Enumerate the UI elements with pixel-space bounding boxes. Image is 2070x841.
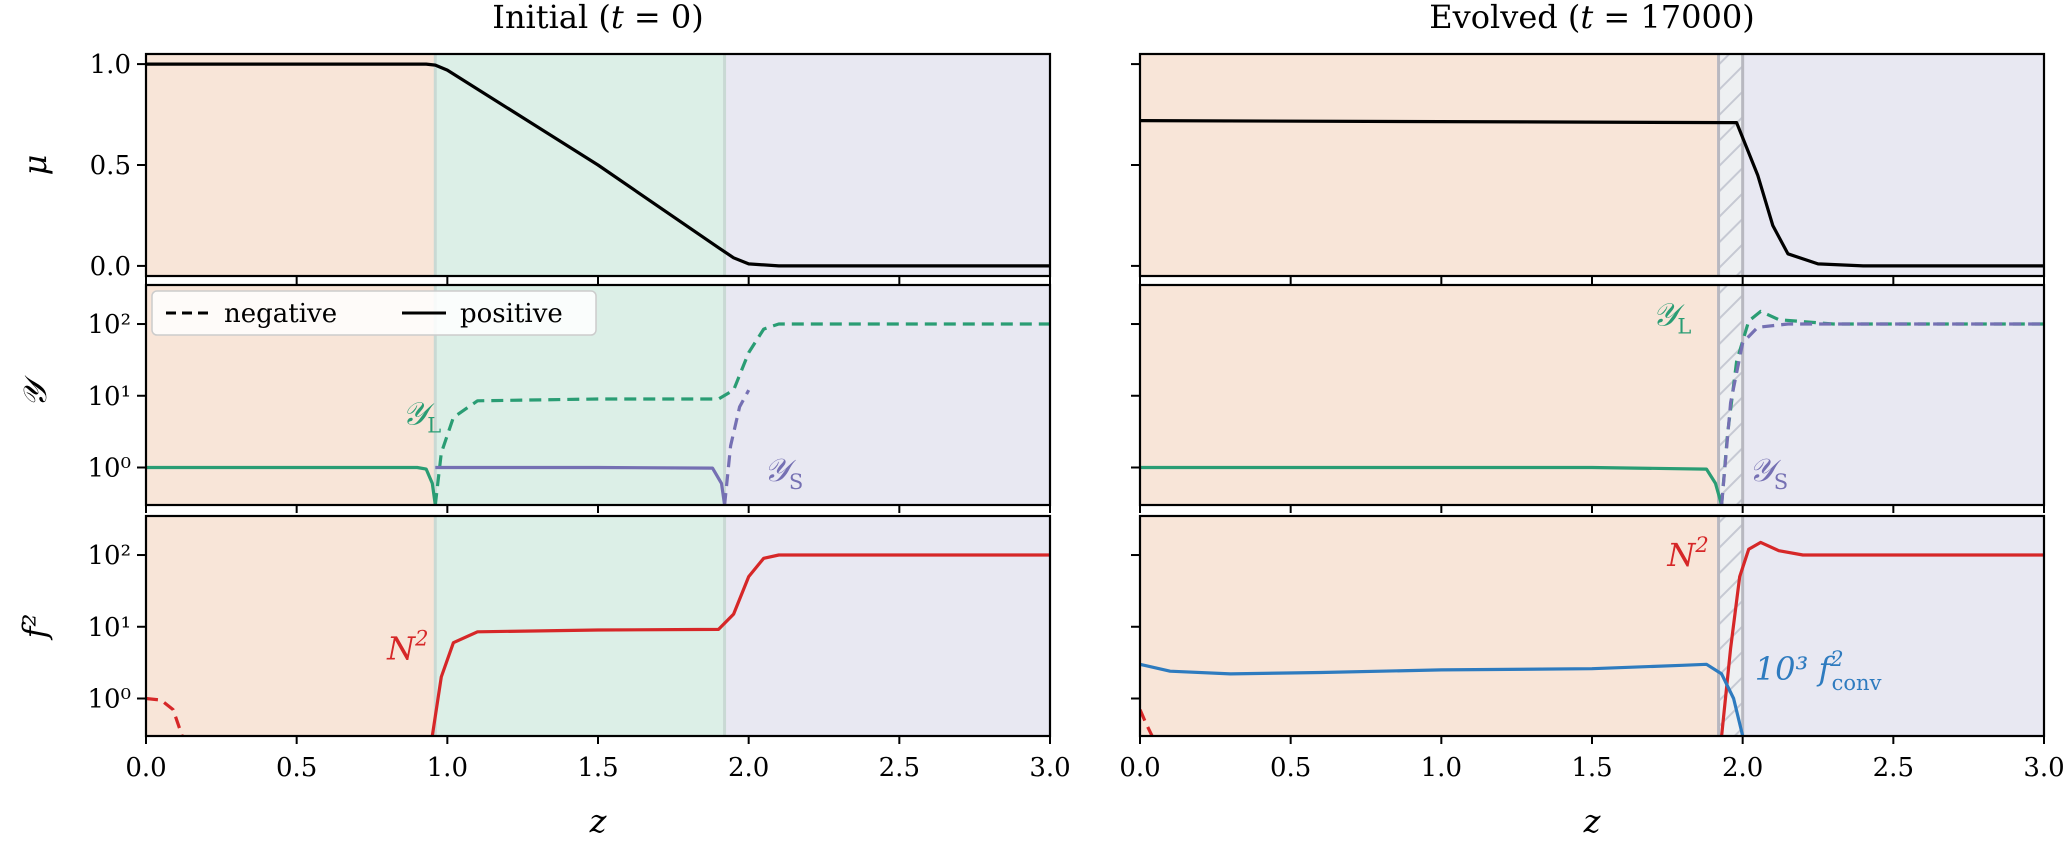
x-tick-label: 1.5 [1571, 753, 1612, 783]
series-line [435, 465, 727, 505]
series-line [430, 553, 1050, 736]
panel-0 [1131, 52, 2046, 284]
x-tick-label: 2.5 [1873, 753, 1914, 783]
legend-label: positive [460, 299, 563, 329]
x-tick-label: 0.5 [1270, 753, 1311, 783]
y-tick-label: 0.0 [90, 252, 131, 282]
series-line [723, 389, 751, 505]
series-line [146, 62, 1050, 268]
x-tick-label: 0.0 [1119, 753, 1160, 783]
x-tick-label: 0.0 [125, 753, 166, 783]
region-band [435, 54, 725, 276]
region-band [1718, 516, 1743, 736]
series-line [146, 696, 184, 736]
series-group [1140, 309, 2044, 505]
chart-title: Initial (t = 0) [492, 0, 703, 36]
region-band [724, 54, 1050, 276]
y-tick-label: 10² [87, 310, 131, 340]
region-band [1742, 54, 2044, 276]
region-band [724, 285, 1050, 505]
y-tick-label: 1.0 [90, 50, 131, 80]
y-tick-label: 10¹ [87, 613, 131, 643]
x-tick-label: 1.0 [1421, 753, 1462, 783]
x-tick-label: 2.5 [879, 753, 920, 783]
region-band [1718, 285, 1743, 505]
y-axis-label: μ [16, 155, 54, 176]
region-band [1718, 54, 1743, 276]
x-axis-label: z [1583, 802, 1602, 840]
legend-label: negative [224, 299, 337, 329]
y-tick-label: 10⁰ [87, 453, 131, 483]
legend: negative positive [151, 290, 597, 336]
y-axis-label: 𝒴 [16, 375, 54, 408]
region-band [1140, 516, 1719, 736]
series-group [1140, 119, 2044, 268]
x-tick-label: 1.0 [427, 753, 468, 783]
chart-title: Evolved (t = 17000) [1429, 0, 1754, 36]
series-annotation: 10³ f2 conv [1755, 647, 1882, 695]
series-line [1140, 708, 1154, 736]
series-line [1140, 465, 1724, 505]
x-tick-label: 2.0 [1722, 753, 1763, 783]
series-group [146, 553, 1050, 736]
region-band [146, 516, 436, 736]
region-band [1742, 516, 2044, 736]
panel-0: 0.0 0.5 1.0 μ [16, 50, 1052, 284]
series-line [1720, 540, 2044, 736]
x-tick-label: 3.0 [2023, 753, 2064, 783]
y-tick-label: 10² [87, 541, 131, 571]
series-annotation: N2 [1666, 533, 1708, 574]
x-axis-label: z [589, 802, 608, 840]
series-annotation: N2 [386, 626, 428, 667]
series-line [146, 465, 437, 505]
series-group [146, 322, 1050, 505]
x-tick-label: 3.0 [1029, 753, 1070, 783]
x-tick-label: 0.5 [276, 753, 317, 783]
panel-2: 10⁰ 10¹ 10² f² N2 0.0 0.5 1.0 1.5 2.0 2.5 3.0 [16, 514, 1071, 783]
series-line [1140, 662, 1745, 736]
x-tick-label: 1.5 [577, 753, 618, 783]
y-tick-label: 10⁰ [87, 684, 131, 714]
series-line [1720, 322, 2044, 505]
series-line [1140, 119, 2044, 268]
panel-2: N2 10³ f2 conv 0.0 0.5 1.0 1.5 2.0 2.5 3.0 [1119, 514, 2065, 783]
region-band [1140, 285, 1719, 505]
y-tick-label: 0.5 [90, 151, 131, 181]
region-band [146, 54, 436, 276]
region-band [435, 516, 725, 736]
series-line [433, 322, 1050, 505]
chart-initial: Initial (t = 0) 0.0 0.5 1.0 μ 10⁰ 10¹ 10² 𝒴negat… [16, 0, 1071, 840]
y-tick-label: 10¹ [87, 382, 131, 412]
x-tick-label: 2.0 [728, 753, 769, 783]
y-axis-label: f² [16, 614, 54, 641]
series-group [1140, 540, 2044, 736]
region-band [724, 516, 1050, 736]
region-band [1140, 54, 1719, 276]
series-group [146, 62, 1050, 268]
